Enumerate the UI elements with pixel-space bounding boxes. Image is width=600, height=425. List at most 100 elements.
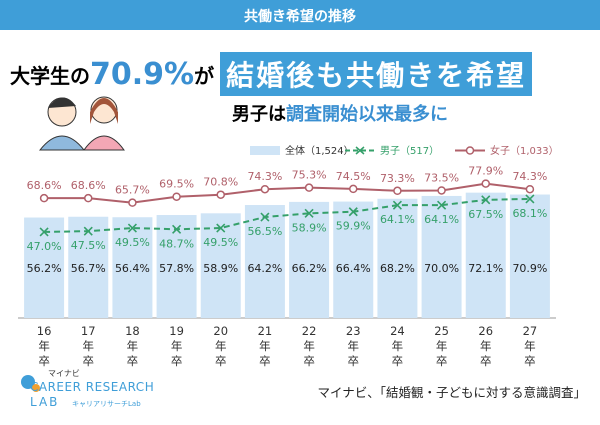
x-tick-label: 24年卒 — [390, 324, 405, 368]
value-label: 77.9% — [468, 165, 503, 178]
value-label: 73.3% — [380, 172, 415, 185]
bar — [509, 194, 550, 318]
subheadline: 男子は調査開始以来最多に — [232, 100, 448, 126]
value-label: 74.3% — [247, 170, 282, 183]
headline-text: が — [194, 63, 215, 88]
x-tick-label: 25年卒 — [434, 324, 449, 368]
x-tick-label: 18年卒 — [125, 324, 140, 368]
value-label: 66.2% — [292, 262, 327, 275]
value-label: 48.7% — [159, 237, 194, 250]
marker — [348, 207, 358, 217]
bar — [465, 192, 506, 318]
bar — [289, 201, 330, 318]
value-label: 68.6% — [71, 179, 106, 192]
logo-sub: キャリアリサーチLab — [72, 400, 141, 408]
marker — [39, 193, 49, 203]
x-tick-label: 16年卒 — [36, 324, 52, 368]
value-label: 70.9% — [512, 262, 547, 275]
line — [44, 197, 530, 233]
value-label: 65.7% — [115, 184, 150, 197]
marker — [481, 179, 490, 188]
value-label: 59.9% — [336, 220, 371, 233]
bar — [112, 217, 153, 318]
value-label: 66.4% — [336, 262, 371, 275]
marker — [392, 200, 402, 210]
marker — [393, 186, 402, 196]
marker — [525, 194, 535, 204]
marker — [260, 184, 270, 194]
marker — [304, 208, 314, 218]
value-label: 49.5% — [203, 236, 238, 249]
legend-label: 男子（517） — [380, 145, 439, 157]
subheadline-text: 男子は — [232, 104, 286, 125]
value-label: 73.5% — [424, 171, 459, 184]
marker — [216, 190, 225, 199]
marker — [481, 195, 491, 205]
value-label: 64.1% — [424, 213, 459, 226]
value-label: 56.7% — [71, 262, 106, 275]
marker — [172, 192, 181, 201]
marker — [39, 227, 49, 237]
marker — [349, 184, 358, 194]
value-label: 56.4% — [115, 262, 150, 275]
bar — [156, 215, 197, 318]
source: マイナビ、「結婚観・子どもに対する意識調査」 — [317, 385, 586, 400]
marker — [437, 200, 447, 210]
value-label: 56.2% — [27, 262, 62, 275]
line — [44, 182, 531, 204]
headline-text: 大学生の — [10, 63, 90, 88]
bar — [244, 205, 285, 318]
marker — [172, 224, 182, 234]
bar — [24, 217, 65, 318]
marker — [128, 198, 137, 207]
illustration — [38, 96, 125, 151]
value-label: 75.3% — [292, 169, 327, 182]
value-label: 69.5% — [159, 178, 194, 191]
x-tick-label: 20年卒 — [213, 324, 229, 368]
bar — [377, 198, 418, 318]
bar — [421, 195, 462, 318]
banner-bg — [0, 0, 600, 30]
value-label: 70.8% — [203, 176, 238, 189]
value-label: 74.5% — [336, 170, 371, 183]
value-label: 68.6% — [27, 179, 62, 192]
bar — [200, 213, 241, 318]
value-label: 72.1% — [468, 262, 503, 275]
banner: 共働き希望の推移 — [244, 9, 356, 25]
marker — [525, 184, 535, 194]
legend-marker — [355, 146, 365, 155]
legend-label: 女子（1,033） — [490, 144, 559, 157]
x-tick-label: 23年卒 — [345, 324, 361, 368]
logo-main: CAREER RESEARCH — [30, 380, 155, 394]
legend-marker — [465, 146, 475, 155]
logo — [21, 375, 40, 392]
logo-lab: LAB — [30, 395, 60, 409]
value-label: 67.5% — [468, 208, 503, 221]
subheadline-highlight: 調査開始以来最多に — [286, 104, 448, 125]
x-tick-label: 21年卒 — [257, 324, 273, 368]
headline-boxed: 結婚後も共働きを希望 — [220, 52, 533, 96]
x-tick-label: 22年卒 — [301, 324, 317, 368]
value-label: 47.0% — [27, 240, 62, 253]
bar — [333, 201, 374, 318]
value-label: 74.3% — [512, 170, 547, 183]
value-label: 58.9% — [203, 262, 238, 275]
marker — [84, 193, 93, 203]
value-label: 68.2% — [380, 262, 415, 275]
marker — [127, 223, 137, 233]
legend-label: 全体（1,524） — [285, 144, 354, 157]
value-label: 49.5% — [115, 236, 150, 249]
value-label: 64.1% — [380, 213, 415, 226]
marker — [216, 223, 226, 233]
value-label: 64.2% — [247, 262, 282, 275]
value-label: 47.5% — [71, 239, 106, 252]
value-label: 68.1% — [512, 207, 547, 220]
marker — [304, 183, 314, 192]
x-tick-label: 26年卒 — [478, 324, 494, 368]
headline-highlight: 70.9% — [90, 56, 195, 92]
legend-swatch — [250, 146, 280, 155]
x-tick-label: 27年卒 — [522, 324, 538, 368]
logo-top: マイナビ — [48, 369, 80, 378]
